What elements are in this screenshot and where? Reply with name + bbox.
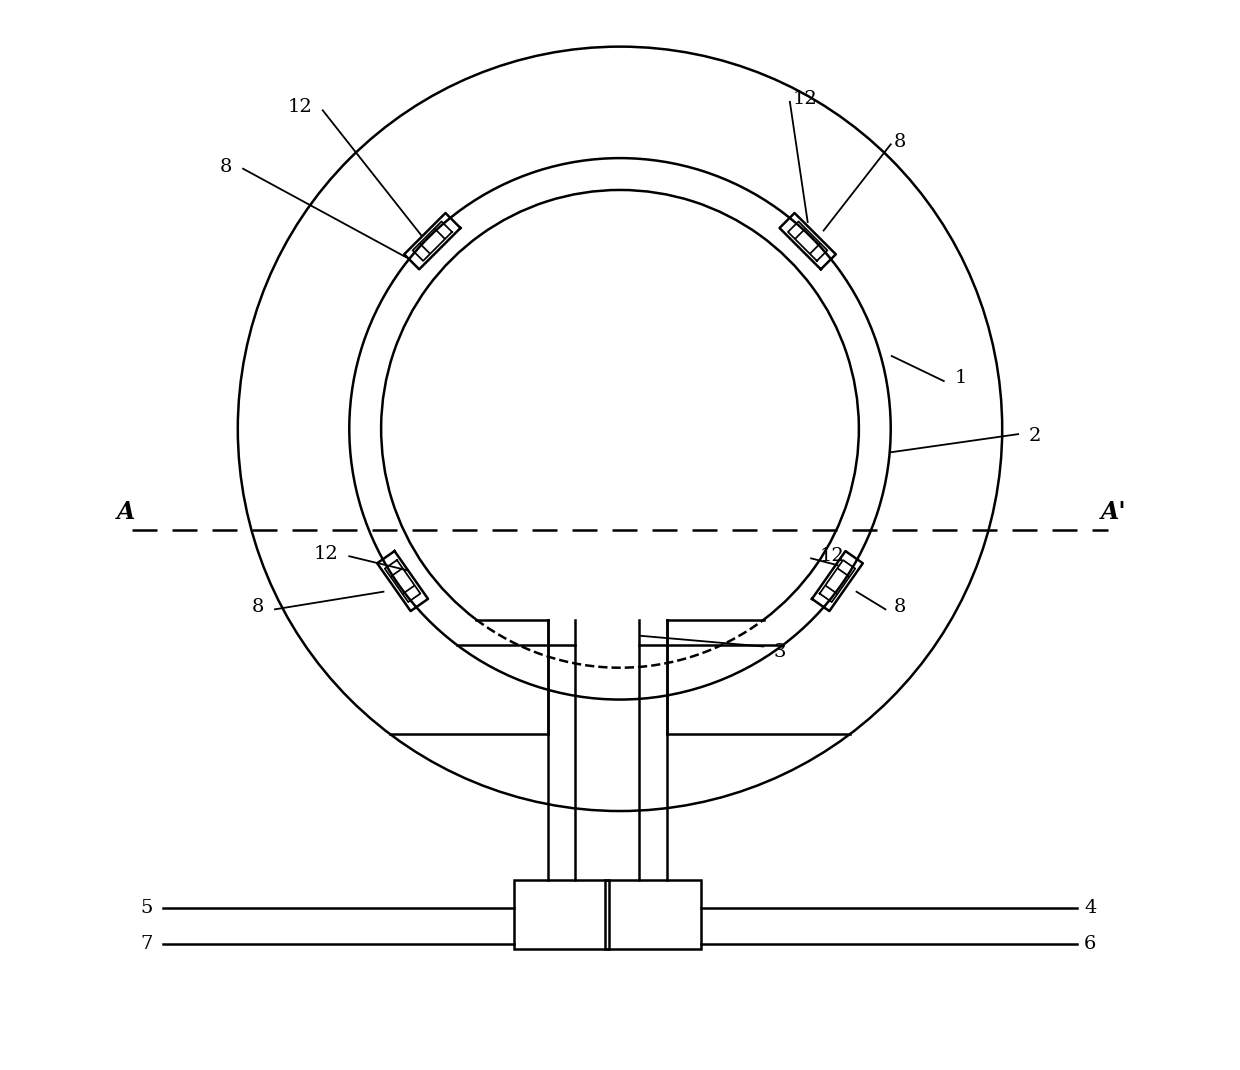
Text: 8: 8 <box>894 598 906 616</box>
Text: 2: 2 <box>1029 427 1042 445</box>
Bar <box>605 880 701 949</box>
Text: 3: 3 <box>774 643 786 661</box>
Text: 12: 12 <box>288 98 312 117</box>
Text: A': A' <box>1101 501 1126 524</box>
Text: 1: 1 <box>955 369 967 387</box>
Text: 8: 8 <box>894 133 906 151</box>
Text: 8: 8 <box>252 598 264 616</box>
Bar <box>513 880 609 949</box>
Text: 5: 5 <box>140 899 153 917</box>
Text: 12: 12 <box>794 90 818 108</box>
Text: 7: 7 <box>140 934 153 952</box>
Text: 12: 12 <box>820 547 844 565</box>
Text: 6: 6 <box>1084 934 1096 952</box>
Text: 12: 12 <box>314 545 339 563</box>
Text: A: A <box>117 501 135 524</box>
Text: 8: 8 <box>221 157 232 175</box>
Text: 4: 4 <box>1084 899 1096 917</box>
